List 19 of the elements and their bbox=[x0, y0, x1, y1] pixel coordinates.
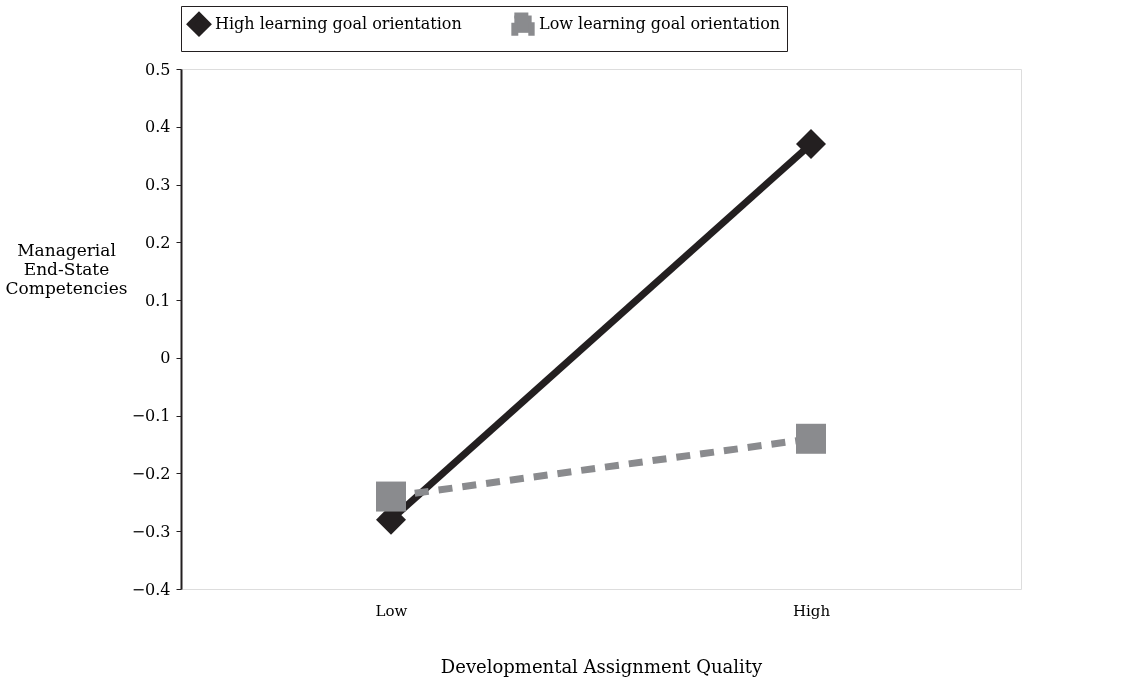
x-tick-label: Low bbox=[375, 601, 408, 620]
x-tick-label: High bbox=[792, 601, 831, 620]
legend-label: High learning goal orientation bbox=[215, 14, 462, 34]
y-tick-label: −0.1 bbox=[131, 406, 171, 426]
y-tick-label: 0.2 bbox=[145, 232, 171, 252]
y-tick-label: 0.1 bbox=[145, 290, 171, 310]
y-tick-label: −0.3 bbox=[131, 521, 171, 541]
y-tick-label: 0.5 bbox=[145, 59, 171, 79]
point bbox=[796, 423, 826, 454]
y-axis-title: Managerial End-State Competencies bbox=[5, 239, 128, 298]
point bbox=[376, 481, 406, 512]
y-tick-label: 0.3 bbox=[145, 175, 171, 195]
y-tick-label: −0.4 bbox=[131, 579, 171, 599]
legend-label: Low learning goal orientation bbox=[539, 14, 781, 34]
y-tick-label: −0.2 bbox=[131, 463, 171, 483]
x-axis-title: Developmental Assignment Quality bbox=[440, 655, 764, 677]
point bbox=[796, 129, 826, 160]
y-tick-label: 0 bbox=[160, 348, 171, 368]
y-tick-label: 0.4 bbox=[145, 117, 171, 137]
